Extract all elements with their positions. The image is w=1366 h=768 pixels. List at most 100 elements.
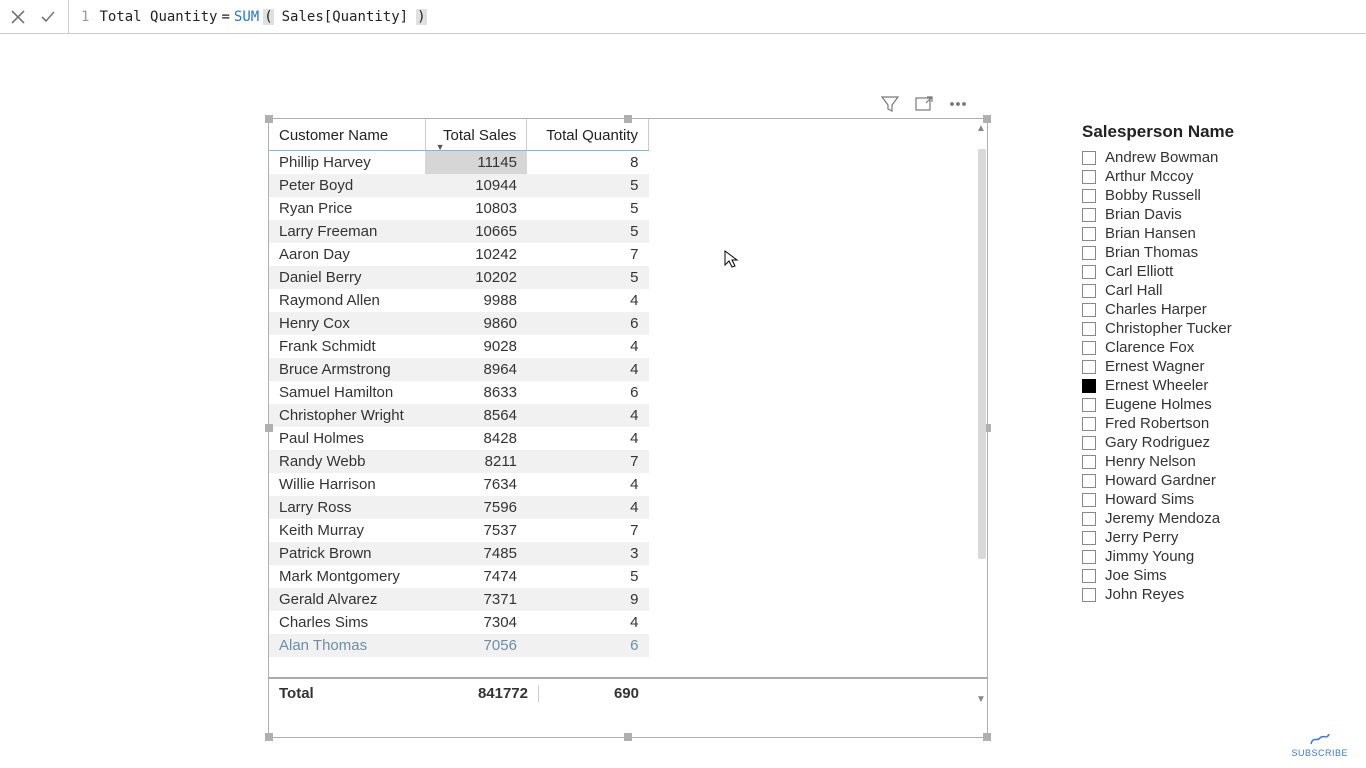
customer-name-cell[interactable]: Bruce Armstrong	[269, 358, 425, 381]
total-quantity-cell[interactable]: 7	[527, 243, 649, 266]
total-sales-cell[interactable]: 7304	[425, 611, 527, 634]
slicer-item[interactable]: Carl Hall	[1082, 281, 1322, 300]
checkbox-icon[interactable]	[1082, 170, 1096, 184]
customer-name-cell[interactable]: Raymond Allen	[269, 289, 425, 312]
checkbox-icon[interactable]	[1082, 284, 1096, 298]
customer-name-cell[interactable]: Charles Sims	[269, 611, 425, 634]
total-quantity-cell[interactable]: 7	[527, 450, 649, 473]
total-sales-cell[interactable]: 11145	[425, 151, 527, 175]
checkbox-icon[interactable]	[1082, 360, 1096, 374]
formula-input[interactable]: 1 Total Quantity = SUM ( Sales[Quantity]…	[68, 0, 427, 33]
table-row[interactable]: Randy Webb82117	[269, 450, 649, 473]
table-row[interactable]: Henry Cox98606	[269, 312, 649, 335]
checkbox-icon[interactable]	[1082, 265, 1096, 279]
checkbox-icon[interactable]	[1082, 436, 1096, 450]
customer-name-cell[interactable]: Larry Freeman	[269, 220, 425, 243]
filter-icon[interactable]	[880, 94, 900, 117]
slicer-item[interactable]: Brian Davis	[1082, 205, 1322, 224]
checkbox-icon[interactable]	[1082, 151, 1096, 165]
slicer-item[interactable]: Clarence Fox	[1082, 338, 1322, 357]
slicer-item[interactable]: John Reyes	[1082, 585, 1322, 604]
checkbox-icon[interactable]	[1082, 303, 1096, 317]
slicer-item[interactable]: Christopher Tucker	[1082, 319, 1322, 338]
total-quantity-cell[interactable]: 5	[527, 220, 649, 243]
checkbox-icon[interactable]	[1082, 417, 1096, 431]
total-sales-cell[interactable]: 10803	[425, 197, 527, 220]
slicer-item[interactable]: Ernest Wagner	[1082, 357, 1322, 376]
slicer-item[interactable]: Jeremy Mendoza	[1082, 509, 1322, 528]
resize-handle[interactable]	[265, 424, 273, 432]
table-row[interactable]: Larry Freeman106655	[269, 220, 649, 243]
customer-name-cell[interactable]: Willie Harrison	[269, 473, 425, 496]
resize-handle[interactable]	[983, 733, 991, 741]
checkbox-icon[interactable]	[1082, 493, 1096, 507]
total-sales-cell[interactable]: 10202	[425, 266, 527, 289]
table-row[interactable]: Patrick Brown74853	[269, 542, 649, 565]
checkbox-icon[interactable]	[1082, 550, 1096, 564]
customer-name-cell[interactable]: Henry Cox	[269, 312, 425, 335]
cancel-icon[interactable]	[8, 7, 28, 27]
data-table[interactable]: Customer NameTotal SalesTotal Quantity P…	[269, 119, 649, 657]
total-quantity-cell[interactable]: 4	[527, 335, 649, 358]
table-visual[interactable]: ▲ ▼ Customer NameTotal SalesTotal Quanti…	[268, 118, 988, 738]
table-row[interactable]: Christopher Wright85644	[269, 404, 649, 427]
slicer-item[interactable]: Bobby Russell	[1082, 186, 1322, 205]
checkbox-icon[interactable]	[1082, 341, 1096, 355]
customer-name-cell[interactable]: Christopher Wright	[269, 404, 425, 427]
slicer-item[interactable]: Fred Robertson	[1082, 414, 1322, 433]
checkbox-icon[interactable]	[1082, 398, 1096, 412]
table-row[interactable]: Aaron Day102427	[269, 243, 649, 266]
resize-handle[interactable]	[265, 733, 273, 741]
resize-handle[interactable]	[983, 115, 991, 123]
table-row[interactable]: Charles Sims73044	[269, 611, 649, 634]
total-sales-cell[interactable]: 10665	[425, 220, 527, 243]
slicer-item[interactable]: Henry Nelson	[1082, 452, 1322, 471]
total-quantity-cell[interactable]: 3	[527, 542, 649, 565]
table-row[interactable]: Larry Ross75964	[269, 496, 649, 519]
checkbox-icon[interactable]	[1082, 379, 1096, 393]
total-sales-cell[interactable]: 9028	[425, 335, 527, 358]
customer-name-cell[interactable]: Samuel Hamilton	[269, 381, 425, 404]
total-quantity-cell[interactable]: 5	[527, 266, 649, 289]
total-quantity-cell[interactable]: 5	[527, 174, 649, 197]
table-row[interactable]: Raymond Allen99884	[269, 289, 649, 312]
total-quantity-cell[interactable]: 5	[527, 565, 649, 588]
table-row[interactable]: Paul Holmes84284	[269, 427, 649, 450]
total-sales-cell[interactable]: 8964	[425, 358, 527, 381]
total-quantity-cell[interactable]: 4	[527, 404, 649, 427]
checkbox-icon[interactable]	[1082, 588, 1096, 602]
customer-name-cell[interactable]: Peter Boyd	[269, 174, 425, 197]
customer-name-cell[interactable]: Paul Holmes	[269, 427, 425, 450]
column-header[interactable]: Total Sales	[425, 119, 527, 151]
customer-name-cell[interactable]: Ryan Price	[269, 197, 425, 220]
table-row[interactable]: Phillip Harvey111458	[269, 151, 649, 175]
slicer-item[interactable]: Eugene Holmes	[1082, 395, 1322, 414]
total-sales-cell[interactable]: 7596	[425, 496, 527, 519]
scroll-up-icon[interactable]: ▲	[976, 123, 986, 134]
slicer-item[interactable]: Joe Sims	[1082, 566, 1322, 585]
slicer-item[interactable]: Arthur Mccoy	[1082, 167, 1322, 186]
total-sales-cell[interactable]: 7371	[425, 588, 527, 611]
total-sales-cell[interactable]: 9988	[425, 289, 527, 312]
slicer-item[interactable]: Carl Elliott	[1082, 262, 1322, 281]
table-row[interactable]: Samuel Hamilton86336	[269, 381, 649, 404]
slicer-item[interactable]: Jimmy Young	[1082, 547, 1322, 566]
table-row[interactable]: Frank Schmidt90284	[269, 335, 649, 358]
table-row[interactable]: Gerald Alvarez73719	[269, 588, 649, 611]
focus-mode-icon[interactable]	[914, 94, 934, 117]
table-row[interactable]: Keith Murray75377	[269, 519, 649, 542]
checkbox-icon[interactable]	[1082, 512, 1096, 526]
customer-name-cell[interactable]: Daniel Berry	[269, 266, 425, 289]
total-quantity-cell[interactable]: 4	[527, 427, 649, 450]
customer-name-cell[interactable]: Frank Schmidt	[269, 335, 425, 358]
customer-name-cell[interactable]: Randy Webb	[269, 450, 425, 473]
customer-name-cell[interactable]: Mark Montgomery	[269, 565, 425, 588]
total-quantity-cell[interactable]: 4	[527, 289, 649, 312]
checkbox-icon[interactable]	[1082, 474, 1096, 488]
total-quantity-cell[interactable]: 7	[527, 519, 649, 542]
slicer-item[interactable]: Howard Gardner	[1082, 471, 1322, 490]
table-row[interactable]: Alan Thomas70566	[269, 634, 649, 657]
total-sales-cell[interactable]: 10944	[425, 174, 527, 197]
total-sales-cell[interactable]: 8564	[425, 404, 527, 427]
total-sales-cell[interactable]: 8428	[425, 427, 527, 450]
